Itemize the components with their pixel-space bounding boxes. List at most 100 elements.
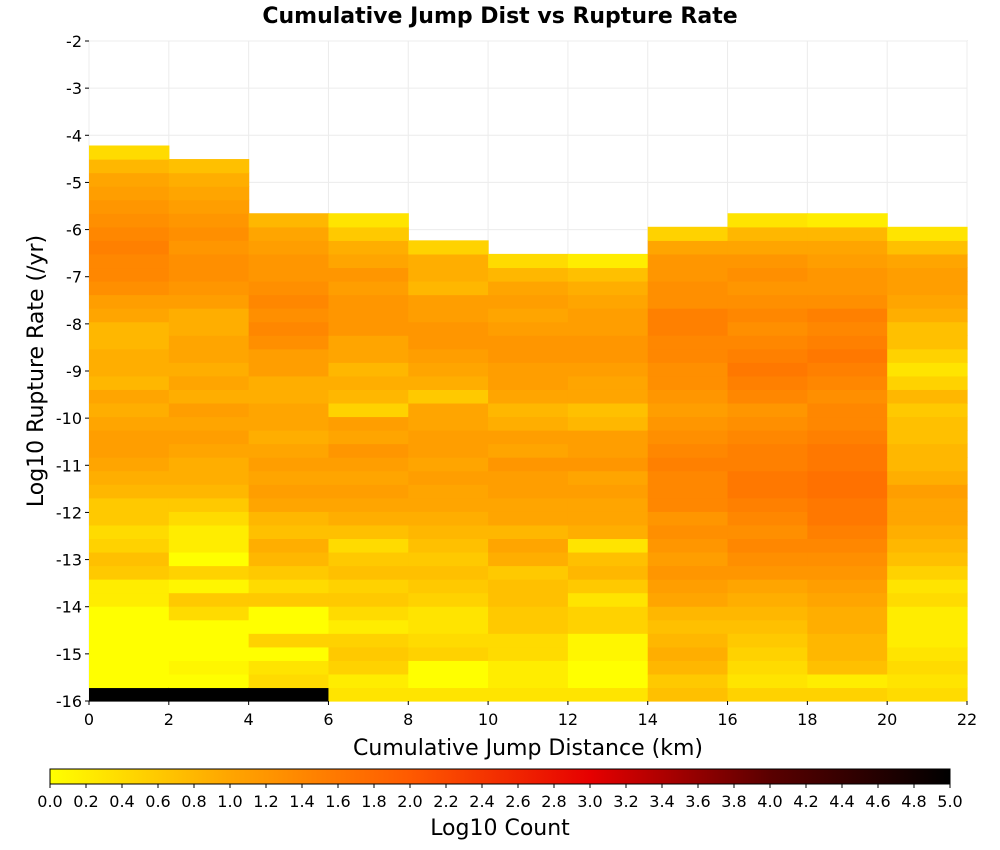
heatmap-cell (408, 673, 489, 689)
heatmap-cell (887, 308, 968, 323)
heatmap-cell (647, 240, 729, 255)
heatmap-cell (488, 362, 569, 377)
heatmap-cell (248, 389, 330, 404)
x-tick-label: 8 (403, 710, 413, 729)
heatmap-cell (328, 673, 409, 689)
heatmap-cell (807, 226, 888, 241)
heatmap-cell (248, 551, 330, 567)
heatmap-cell (328, 226, 409, 241)
heatmap-cell (408, 362, 489, 377)
heatmap-cell (727, 551, 808, 567)
heatmap-cell (248, 565, 330, 580)
heatmap-cell (168, 579, 250, 594)
heatmap-cell (647, 402, 729, 418)
heatmap-cell (887, 416, 968, 431)
heatmap-cell (168, 538, 250, 553)
heatmap-cell (488, 348, 569, 363)
colorbar-ticks: 0.0 0.2 0.4 0.6 0.8 1.0 1.2 1.4 1.6 1.8 2.0 2.2 2.4 2… (37, 784, 963, 811)
heatmap-cell (89, 633, 170, 648)
heatmap-cells (89, 145, 968, 702)
heatmap-cell (89, 213, 170, 228)
heatmap-cell (328, 348, 409, 363)
heatmap-cell (567, 375, 649, 390)
heatmap-cell (807, 538, 888, 553)
heatmap-cell (887, 389, 968, 404)
heatmap-cell (647, 592, 729, 607)
heatmap-cell (807, 660, 888, 675)
heatmap-cell (408, 524, 489, 540)
heatmap-cell (887, 267, 968, 282)
heatmap-cell (328, 511, 409, 526)
heatmap-cell (168, 633, 250, 648)
heatmap-cell (248, 606, 330, 621)
heatmap-cell (807, 213, 888, 228)
heatmap-cell (488, 633, 569, 648)
colorbar-tick-label: 1.6 (325, 792, 350, 811)
heatmap-cell (727, 402, 808, 418)
heatmap-cell (89, 321, 170, 336)
heatmap-cell (248, 579, 330, 594)
colorbar-tick-label: 1.4 (289, 792, 314, 811)
colorbar-tick-label: 0.6 (145, 792, 170, 811)
heatmap-cell (168, 457, 250, 472)
heatmap-cell (168, 213, 250, 228)
colorbar-tick-label: 4.6 (865, 792, 890, 811)
heatmap-cell (887, 497, 968, 512)
heatmap-cell (168, 253, 250, 269)
heatmap-cell (727, 524, 808, 540)
heatmap-cell (408, 470, 489, 485)
heatmap-cell (647, 470, 729, 485)
heatmap-cell (727, 470, 808, 485)
heatmap-cell (567, 362, 649, 377)
heatmap-cell (168, 294, 250, 309)
colorbar (49, 768, 951, 785)
heatmap-cell (168, 416, 250, 431)
heatmap-cell (248, 470, 330, 485)
heatmap-cell (89, 240, 170, 255)
heatmap-cell (567, 402, 649, 418)
heatmap-cell (408, 633, 489, 648)
heatmap-cell (168, 280, 250, 296)
heatmap-cell (647, 335, 729, 350)
heatmap-cell (727, 673, 808, 689)
heatmap-cell (727, 660, 808, 675)
heatmap-cell (168, 335, 250, 350)
heatmap-cell (727, 511, 808, 526)
heatmap-cell (727, 443, 808, 458)
heatmap-cell (647, 484, 729, 499)
y-tick-label: -11 (56, 456, 82, 475)
x-tick-label: 12 (558, 710, 578, 729)
heatmap-cell (89, 457, 170, 472)
heatmap-cell (488, 592, 569, 607)
heatmap-cell (887, 402, 968, 418)
colorbar-tick-label: 4.2 (793, 792, 818, 811)
heatmap-cell (408, 619, 489, 634)
heatmap-cell (887, 538, 968, 553)
colorbar-tick-label: 3.2 (613, 792, 638, 811)
heatmap-cell (567, 497, 649, 512)
colorbar-tick-label: 3.6 (685, 792, 710, 811)
colorbar-tick-label: 2.6 (505, 792, 530, 811)
heatmap-cell (807, 673, 888, 689)
heatmap-cell (328, 646, 409, 661)
heatmap-cell (807, 592, 888, 607)
heatmap-cell (89, 646, 170, 661)
y-tick-label: -8 (66, 315, 82, 334)
x-axis-label: Cumulative Jump Distance (km) (353, 736, 703, 761)
heatmap-cell (89, 551, 170, 567)
heatmap-cell (89, 524, 170, 540)
heatmap-cell (727, 497, 808, 512)
heatmap-cell (567, 294, 649, 309)
heatmap-cell (328, 308, 409, 323)
y-tick-label: -6 (66, 221, 82, 240)
heatmap-cell (727, 267, 808, 282)
heatmap-cell (647, 308, 729, 323)
heatmap-cell (488, 308, 569, 323)
heatmap-cell (807, 511, 888, 526)
heatmap-cell (408, 551, 489, 567)
heatmap-cell (408, 538, 489, 553)
heatmap-cell (887, 673, 968, 689)
heatmap-cell (248, 280, 330, 296)
heatmap-cell (647, 619, 729, 634)
heatmap-cell (887, 633, 968, 648)
